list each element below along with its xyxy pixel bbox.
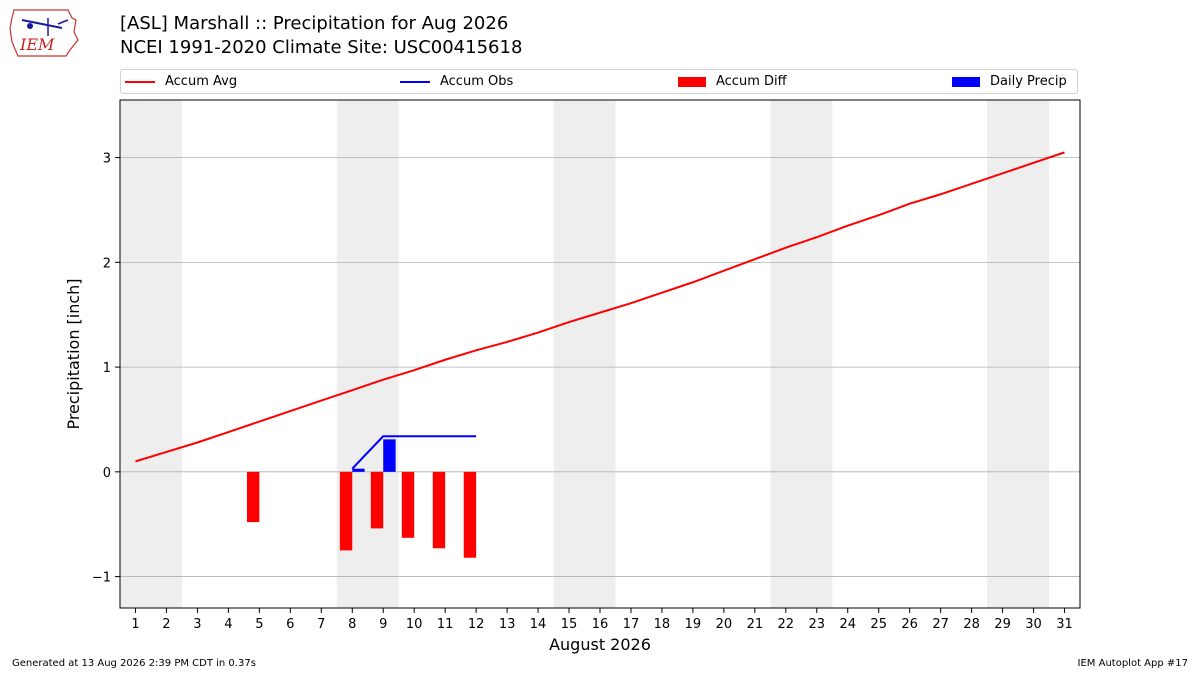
ytick-label-4: 3: [103, 152, 111, 167]
chart-subtitle: NCEI 1991-2020 Climate Site: USC00415618: [120, 37, 523, 58]
legend-item-accum-obs: Accum Obs: [400, 74, 513, 89]
xtick-label-3: 4: [224, 617, 232, 632]
xtick-label-7: 8: [348, 617, 356, 632]
xtick-label-5: 6: [286, 617, 294, 632]
legend-item-accum-diff: Accum Diff: [678, 74, 787, 89]
ytick-label-1: 0: [103, 466, 111, 481]
xtick-label-25: 26: [901, 617, 918, 632]
ytick-label-3: 2: [103, 256, 111, 271]
generated-timestamp: Generated at 13 Aug 2026 2:39 PM CDT in …: [12, 658, 256, 669]
xtick-label-11: 12: [468, 617, 485, 632]
gridlines: [120, 157, 1080, 577]
accum-diff-bar: [432, 471, 446, 549]
xtick-label-20: 21: [747, 617, 764, 632]
xtick-label-0: 1: [131, 617, 139, 632]
legend-label-accum-avg: Accum Avg: [165, 74, 238, 89]
daily-precip-bar: [352, 468, 365, 472]
accum-diff-bar: [339, 471, 353, 551]
xtick-label-26: 27: [932, 617, 949, 632]
xtick-label-29: 30: [1025, 617, 1042, 632]
xtick-label-10: 11: [437, 617, 454, 632]
xtick-label-24: 25: [870, 617, 887, 632]
xtick-label-6: 7: [317, 617, 325, 632]
iem-logo: IEM: [9, 9, 79, 57]
legend-label-daily-precip: Daily Precip: [990, 74, 1067, 89]
xtick-label-23: 24: [839, 617, 856, 632]
xtick-label-4: 5: [255, 617, 263, 632]
chart-legend: Accum Avg Accum Obs Accum Diff Daily Pre…: [120, 69, 1078, 94]
legend-swatch-accum-diff: [678, 76, 706, 87]
xtick-label-1: 2: [162, 617, 170, 632]
xtick-label-19: 20: [716, 617, 733, 632]
legend-swatch-accum-avg: [125, 80, 155, 83]
line-marks: [135, 151, 1065, 470]
logo-text: IEM: [19, 35, 55, 54]
xtick-label-22: 23: [809, 617, 826, 632]
y-axis-label: Precipitation [inch]: [64, 278, 83, 429]
accum-diff-bar: [370, 471, 384, 529]
xtick-label-13: 14: [530, 617, 547, 632]
weekend-band-3: [770, 100, 833, 608]
xtick-label-8: 9: [379, 617, 387, 632]
xtick-label-21: 22: [778, 617, 795, 632]
xtick-label-14: 15: [561, 617, 578, 632]
accum-diff-bar: [463, 471, 477, 558]
xtick-label-15: 16: [592, 617, 609, 632]
xtick-label-27: 28: [963, 617, 980, 632]
chart-title: [ASL] Marshall :: Precipitation for Aug …: [120, 13, 509, 34]
legend-label-accum-diff: Accum Diff: [716, 74, 787, 89]
xtick-label-16: 17: [623, 617, 640, 632]
accum-diff-bar: [401, 471, 415, 538]
legend-item-daily-precip: Daily Precip: [952, 74, 1067, 89]
weekend-band-0: [120, 100, 182, 608]
legend-swatch-daily-precip: [952, 76, 980, 87]
xtick-label-2: 3: [193, 617, 201, 632]
weekend-band-1: [336, 100, 399, 608]
accum-diff-bar: [246, 471, 260, 523]
xtick-label-17: 18: [654, 617, 671, 632]
accum-avg-line: [135, 151, 1065, 463]
bar-marks: [246, 439, 477, 558]
x-axis-label: August 2026: [549, 635, 651, 654]
legend-item-accum-avg: Accum Avg: [125, 74, 237, 89]
daily-precip-bar: [383, 439, 396, 472]
ytick-label-2: 1: [103, 361, 111, 376]
weekend-band-2: [553, 100, 616, 608]
weekend-bands: [120, 100, 1050, 608]
accum-obs-line: [351, 435, 477, 470]
legend-label-accum-obs: Accum Obs: [440, 74, 514, 89]
plot-frame: [119, 99, 1081, 609]
ytick-label-0: −1: [92, 571, 111, 586]
xtick-label-30: 31: [1056, 617, 1073, 632]
legend-swatch-accum-obs: [400, 80, 430, 83]
xtick-label-12: 13: [499, 617, 516, 632]
xtick-label-28: 29: [994, 617, 1011, 632]
xtick-label-18: 19: [685, 617, 702, 632]
app-credit: IEM Autoplot App #17: [1077, 658, 1188, 669]
weekend-band-4: [987, 100, 1050, 608]
xtick-label-9: 10: [406, 617, 423, 632]
